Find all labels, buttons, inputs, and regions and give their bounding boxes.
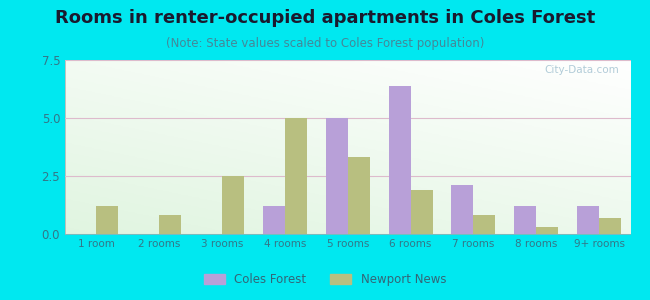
Bar bbox=[451, 185, 473, 234]
Bar bbox=[473, 215, 495, 234]
Bar bbox=[577, 206, 599, 234]
Bar bbox=[159, 215, 181, 234]
Bar bbox=[96, 206, 118, 234]
Legend: Coles Forest, Newport News: Coles Forest, Newport News bbox=[199, 269, 451, 291]
Bar bbox=[222, 176, 244, 234]
Text: (Note: State values scaled to Coles Forest population): (Note: State values scaled to Coles Fore… bbox=[166, 38, 484, 50]
Bar bbox=[389, 85, 411, 234]
Bar bbox=[599, 218, 621, 234]
Bar bbox=[411, 190, 432, 234]
Bar bbox=[536, 227, 558, 234]
Bar bbox=[514, 206, 536, 234]
Bar bbox=[348, 158, 370, 234]
Bar bbox=[285, 118, 307, 234]
Text: Rooms in renter-occupied apartments in Coles Forest: Rooms in renter-occupied apartments in C… bbox=[55, 9, 595, 27]
Bar bbox=[263, 206, 285, 234]
Text: City-Data.com: City-Data.com bbox=[545, 65, 619, 75]
Bar bbox=[326, 118, 348, 234]
